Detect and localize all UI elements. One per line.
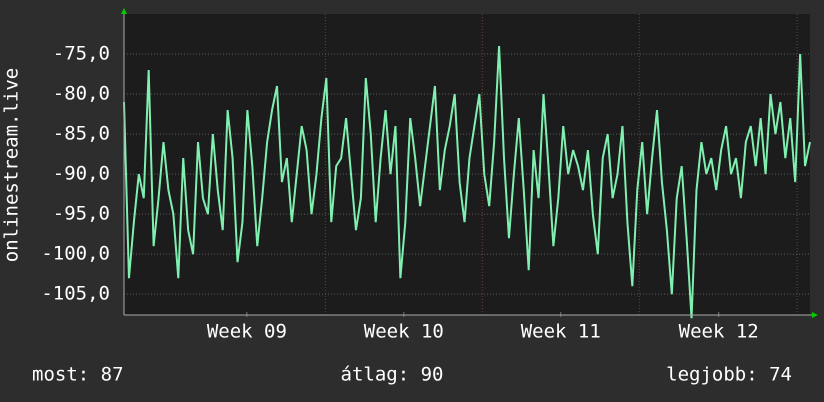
x-tick-label: Week 09 [207,321,287,343]
y-tick-label: -75,0 [53,43,110,65]
y-axis-label: onlinestream.live [1,68,23,262]
x-tick-label: Week 11 [521,321,601,343]
data-line [123,45,811,319]
footer-best: legjobb: 74 [666,364,792,386]
y-tick-label: -95,0 [53,203,110,225]
x-tick-label: Week 12 [679,321,759,343]
y-tick-label: -90,0 [53,163,110,185]
y-tick-label: -80,0 [53,83,110,105]
x-tick-label: Week 10 [364,321,444,343]
footer-average: átlag: 90 [341,364,444,386]
y-arrow [121,8,127,14]
marks [123,45,811,319]
x-arrow [812,312,818,318]
footer-current: most: 87 [32,364,124,386]
labels: -105,0 -100,0 -95,0 -90,0 -85,0 -80,0 -75,0 Wee… [41,43,758,343]
plot-area [124,14,810,315]
y-tick-label: -105,0 [41,283,110,305]
y-tick-label: -85,0 [53,123,110,145]
y-tick-label: -100,0 [41,243,110,265]
